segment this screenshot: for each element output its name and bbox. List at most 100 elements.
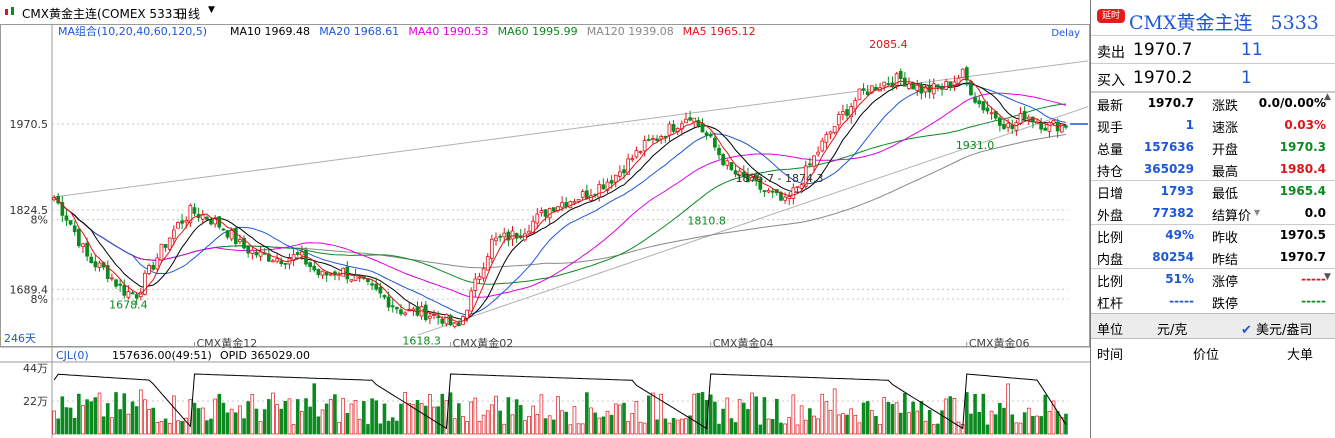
candle-body xyxy=(209,219,213,225)
candle-body xyxy=(64,215,69,221)
volume-bar xyxy=(192,402,197,435)
chevron-down-icon[interactable]: ▼ xyxy=(208,5,215,15)
quote-row: 总量 157636 开盘 1970.3 xyxy=(1091,136,1335,158)
volume-bar xyxy=(271,392,275,435)
volume-bar xyxy=(477,420,482,435)
chevron-down-icon[interactable]: ▼ xyxy=(1254,208,1261,217)
candle-body xyxy=(357,276,362,279)
quote-value: 1970.5 xyxy=(1279,228,1326,242)
quote-value: 49% xyxy=(1165,228,1194,242)
trend-line-upper xyxy=(51,60,1089,198)
volume-bar xyxy=(870,410,874,435)
volume-bar xyxy=(973,393,977,435)
candle-body xyxy=(118,283,122,286)
candle-body xyxy=(341,267,346,277)
volume-bar xyxy=(1047,410,1052,435)
quote-label: 最低 xyxy=(1212,187,1239,202)
chart-title-bar: CMX黄金主连(COMEX 5333) 日线 ▼ xyxy=(0,0,1090,24)
volume-bar xyxy=(238,405,242,435)
candle-body xyxy=(882,81,887,87)
candle-body xyxy=(390,305,395,308)
volume-bar xyxy=(209,418,213,435)
volume-bar xyxy=(770,419,775,435)
ma-legend-item: MA5 1965.12 xyxy=(683,25,756,38)
volume-bar xyxy=(861,402,866,435)
kline-chart[interactable]: 1970.51824.58%1689.48%MA组合(10,20,40,60,1… xyxy=(0,24,1090,438)
candle-body xyxy=(324,272,329,276)
quote-label: 昨收 xyxy=(1212,231,1239,246)
volume-bar xyxy=(180,421,184,435)
period-selector[interactable]: 日线 xyxy=(176,7,201,21)
volume-bar xyxy=(675,419,680,435)
candle-body xyxy=(171,229,176,239)
candle-body xyxy=(225,230,230,238)
volume-bar xyxy=(176,420,180,435)
unit-label: 单位 xyxy=(1097,323,1124,338)
trend-line-lower xyxy=(417,106,1089,336)
volume-bar xyxy=(985,424,990,435)
volume-bar xyxy=(799,405,804,435)
unit-option-ounce[interactable]: ✔ 美元/盎司 xyxy=(1241,319,1312,338)
volume-bar xyxy=(642,422,647,435)
volume-bar xyxy=(510,414,515,435)
volume-bar xyxy=(713,401,717,435)
candle-body xyxy=(300,251,304,256)
candle-body xyxy=(605,181,610,191)
candle-body xyxy=(622,169,626,174)
volume-bar xyxy=(436,406,440,435)
volume-bar xyxy=(894,402,899,435)
candle-body xyxy=(250,249,255,254)
buy-quote: 买入 1970.2 1 xyxy=(1091,65,1335,92)
candle-body xyxy=(696,120,701,127)
candle-body xyxy=(964,67,969,81)
ma20-line xyxy=(53,83,1066,316)
candle-body xyxy=(72,225,77,233)
unit-option-gram[interactable]: 元/克 xyxy=(1157,323,1188,338)
candle-body xyxy=(1026,116,1031,120)
quote-row: 外盘 77382 结算价 0.0 ▼ xyxy=(1091,202,1335,224)
volume-bar xyxy=(258,421,263,435)
volume-bar xyxy=(890,403,895,435)
candle-body xyxy=(506,231,511,241)
volume-bar xyxy=(312,383,317,435)
tick-col-price: 价位 xyxy=(1193,348,1220,363)
volume-bar xyxy=(465,421,469,435)
candle-body xyxy=(382,294,387,298)
volume-bar xyxy=(927,410,932,435)
unit-option-ounce-label: 美元/盎司 xyxy=(1256,323,1313,338)
scroll-up-icon[interactable]: ▲ xyxy=(1324,92,1331,102)
candle-body xyxy=(630,158,635,161)
volume-bar xyxy=(60,396,65,435)
candle-body xyxy=(456,322,461,326)
volume-bar xyxy=(324,403,329,435)
buy-volume: 1 xyxy=(1241,68,1252,88)
volume-bar xyxy=(940,410,944,435)
volume-bar xyxy=(1010,414,1015,435)
volume-bar xyxy=(213,398,217,435)
candle-body xyxy=(192,207,197,214)
volume-bar xyxy=(832,388,837,435)
quote-stats: 最新 1970.7 涨跌 0.0/0.00% 现手 1 速涨 0.03% 总量 157636 开盘 1… xyxy=(1091,92,1335,313)
volume-bar xyxy=(647,395,651,435)
quote-row: 比例 51% 涨停 ----- xyxy=(1091,268,1335,290)
candle-body xyxy=(258,251,263,257)
volume-bar xyxy=(485,410,490,435)
volume-bar xyxy=(225,412,230,435)
candle-body xyxy=(320,270,325,276)
volume-bar xyxy=(853,414,858,435)
candle-body xyxy=(444,314,449,325)
quote-value: 0.03% xyxy=(1284,118,1326,132)
volume-bar xyxy=(196,408,201,435)
volume-bar xyxy=(841,413,845,435)
y-tick-label: 1689.4 xyxy=(10,283,49,296)
scroll-down-icon[interactable]: ▼ xyxy=(1324,272,1331,282)
candle-body xyxy=(481,268,486,279)
volume-bar xyxy=(585,392,589,435)
open-interest-line xyxy=(53,373,1067,430)
candle-body xyxy=(729,162,734,170)
candle-body xyxy=(725,160,730,166)
volume-bar xyxy=(1018,422,1023,435)
candlestick-icon xyxy=(5,7,14,15)
volume-bar xyxy=(275,404,279,435)
